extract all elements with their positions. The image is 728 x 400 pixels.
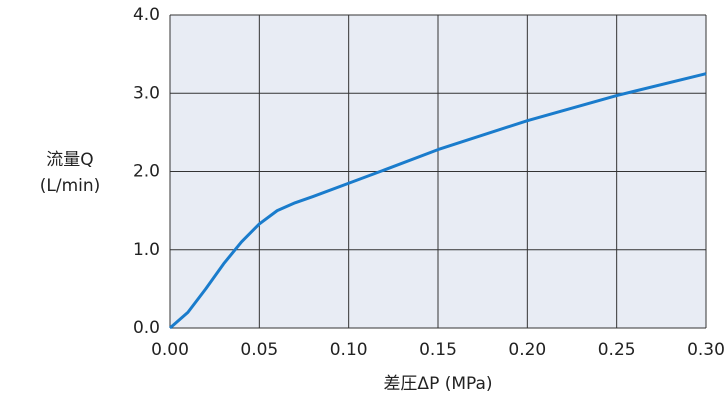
y-tick-label: 2.0 [133,162,160,182]
x-tick-label: 0.05 [240,340,278,360]
y-tick-label: 1.0 [133,240,160,260]
x-tick-label: 0.25 [598,340,636,360]
y-axis-label: (L/min) [40,176,101,196]
x-tick-label: 0.00 [151,340,189,360]
x-tick-label: 0.30 [687,340,725,360]
x-tick-label: 0.15 [419,340,457,360]
x-tick-label: 0.10 [330,340,368,360]
y-tick-label: 0.0 [133,318,160,338]
data-line [169,72,707,330]
y-tick-label: 4.0 [133,5,160,25]
x-tick-label: 0.20 [508,340,546,360]
x-axis-label: 差圧ΔP (MPa) [383,374,492,394]
y-tick-label: 3.0 [133,83,160,103]
y-axis-label: 流量Q [46,150,93,170]
